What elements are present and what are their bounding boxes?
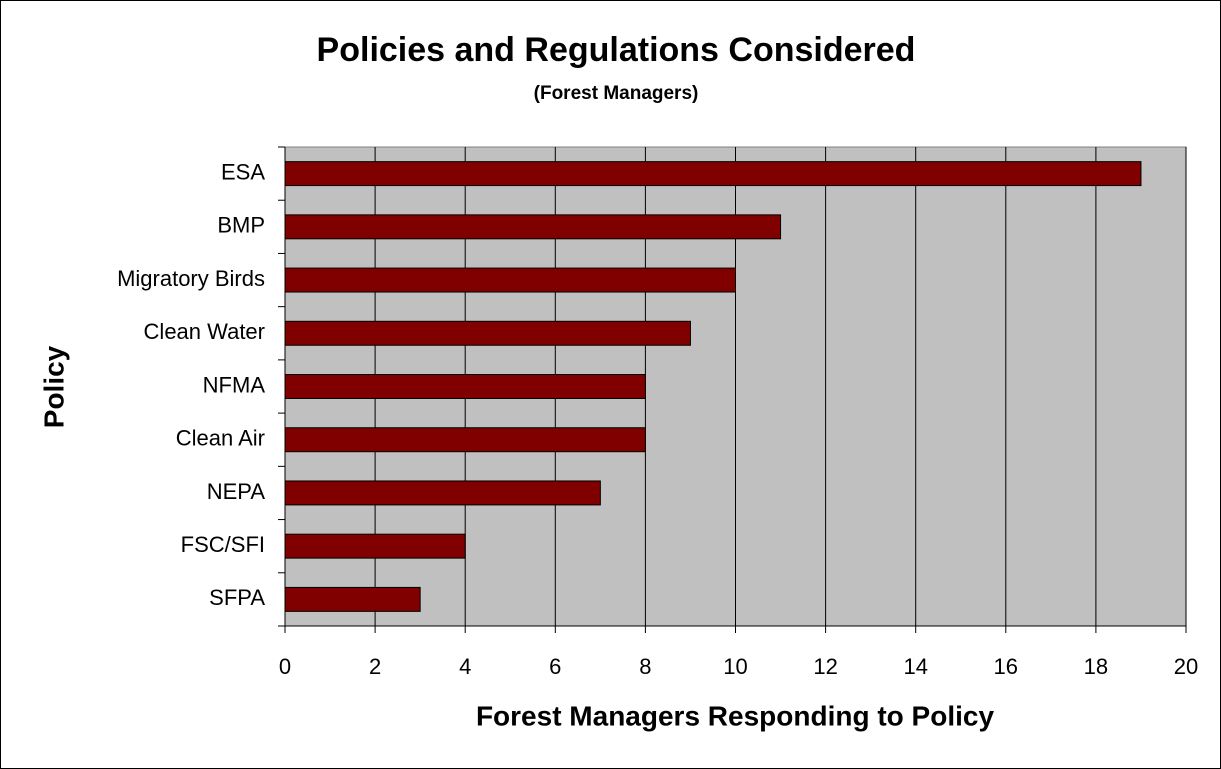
- y-tick-label: BMP: [217, 213, 265, 238]
- x-tick-label: 18: [1084, 654, 1108, 679]
- y-tick-label: NEPA: [207, 479, 266, 504]
- bar: [284, 586, 421, 612]
- y-tick-label: ESA: [221, 159, 265, 184]
- y-tick-label: FSC/SFI: [181, 532, 265, 557]
- x-tick-label: 12: [813, 654, 837, 679]
- x-axis-label: Forest Managers Responding to Policy: [476, 700, 995, 731]
- bar: [284, 533, 466, 559]
- x-tick-label: 20: [1174, 654, 1198, 679]
- x-tick-label: 6: [549, 654, 561, 679]
- bar: [284, 320, 691, 346]
- bar: [284, 427, 646, 453]
- chart-title: Policies and Regulations Considered: [317, 31, 916, 69]
- y-tick-label: SFPA: [209, 585, 265, 610]
- x-tick-label: 16: [994, 654, 1018, 679]
- x-tick-label: 8: [639, 654, 651, 679]
- y-axis-label: Policy: [38, 345, 69, 428]
- x-tick-label: 4: [459, 654, 471, 679]
- bar: [284, 214, 782, 240]
- bar: [284, 374, 646, 399]
- x-tick-label: 2: [369, 654, 381, 679]
- bar: [284, 480, 601, 506]
- bar: [284, 267, 736, 293]
- chart-subtitle: (Forest Managers): [534, 83, 699, 104]
- bar: [284, 161, 1142, 187]
- x-tick-label: 14: [903, 654, 927, 679]
- x-tick-label: 0: [279, 654, 291, 679]
- x-tick-label: 10: [723, 654, 747, 679]
- y-tick-label: NFMA: [203, 372, 266, 397]
- y-tick-label: Migratory Birds: [117, 266, 265, 291]
- y-tick-label: Clean Water: [144, 319, 265, 344]
- y-tick-label: Clean Air: [176, 426, 265, 451]
